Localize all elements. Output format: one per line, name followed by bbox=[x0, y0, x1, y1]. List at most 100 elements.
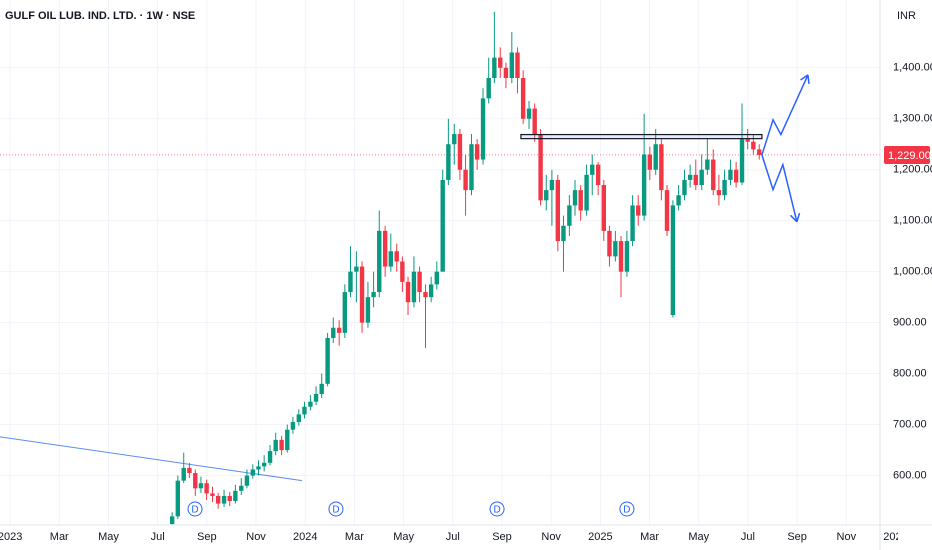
x-tick-label: Sep bbox=[492, 531, 512, 543]
x-tick-label: May bbox=[393, 531, 414, 543]
candle-body bbox=[279, 439, 284, 451]
candle-body bbox=[193, 473, 198, 489]
candle-body bbox=[584, 174, 589, 211]
candle-body bbox=[503, 67, 509, 78]
y-tick-label: 1,400.00 bbox=[893, 62, 932, 74]
candle-body bbox=[590, 164, 595, 175]
x-tick-label: Mar bbox=[345, 531, 364, 543]
x-tick-label: Jul bbox=[741, 531, 755, 543]
candle-body bbox=[613, 241, 618, 257]
dividend-label: D bbox=[332, 505, 339, 516]
candle-body bbox=[313, 394, 319, 402]
y-tick-label: 1,200.00 bbox=[893, 164, 932, 176]
candle-body bbox=[745, 139, 750, 142]
candle-body bbox=[261, 462, 267, 467]
y-tick-label: 900.00 bbox=[893, 317, 927, 329]
candle-body bbox=[498, 57, 503, 68]
x-tick-label: Sep bbox=[787, 531, 807, 543]
candle-body bbox=[549, 179, 555, 191]
candle-body bbox=[693, 174, 698, 186]
candle-body bbox=[544, 190, 549, 201]
candle-body bbox=[641, 154, 647, 216]
candle-body bbox=[434, 271, 440, 285]
candle-body bbox=[319, 383, 324, 395]
candle-body bbox=[624, 241, 630, 272]
candle-body bbox=[423, 292, 428, 298]
candle-body bbox=[555, 179, 561, 242]
x-tick-label: Mar bbox=[50, 531, 69, 543]
candle-body bbox=[400, 261, 405, 282]
candle-body bbox=[331, 327, 336, 338]
x-tick-label: 2024 bbox=[293, 531, 317, 543]
candle-body bbox=[175, 480, 181, 517]
candle-body bbox=[308, 401, 313, 407]
plot-area bbox=[0, 11, 880, 525]
x-tick-label: Mar bbox=[640, 531, 659, 543]
candle-body bbox=[538, 134, 543, 201]
candle-body bbox=[377, 230, 382, 293]
candle-body bbox=[480, 98, 486, 160]
candle-body bbox=[515, 52, 520, 78]
dividend-marker bbox=[619, 501, 635, 517]
last-price-tag bbox=[884, 145, 930, 164]
candle-body bbox=[532, 108, 537, 135]
currency: INR bbox=[897, 10, 916, 22]
candle-body bbox=[653, 144, 658, 170]
candle-body bbox=[647, 154, 652, 170]
candle-body bbox=[492, 57, 497, 78]
candle-body bbox=[739, 139, 745, 183]
zone bbox=[520, 133, 763, 140]
chart-title: GULF OIL LUB. IND. LTD. · 1W · NSE bbox=[5, 10, 195, 22]
candle-body bbox=[526, 108, 532, 119]
candle-body bbox=[664, 190, 670, 231]
candle-body bbox=[187, 467, 192, 474]
candle-body bbox=[711, 159, 716, 191]
candle-body bbox=[607, 230, 612, 257]
x-tick-label: 2026 bbox=[883, 531, 907, 543]
candle-body bbox=[359, 266, 365, 323]
y-tick-label: 800.00 bbox=[893, 368, 927, 380]
candle-body bbox=[722, 179, 727, 196]
candle-body bbox=[733, 169, 739, 183]
dividend-label: D bbox=[191, 505, 198, 516]
candle-body bbox=[757, 149, 762, 155]
candle-body bbox=[676, 195, 681, 206]
candle-body bbox=[250, 469, 256, 476]
candle-body bbox=[595, 164, 601, 186]
candle-body bbox=[561, 225, 566, 242]
dividend-label: D bbox=[493, 505, 500, 516]
candle-body bbox=[244, 475, 250, 486]
candle-body bbox=[296, 414, 302, 423]
x-tick-label: May bbox=[688, 531, 709, 543]
candle-body bbox=[699, 169, 704, 186]
candle-body bbox=[348, 271, 353, 293]
candle-body bbox=[687, 174, 693, 180]
candle-body bbox=[336, 327, 342, 333]
candle-body bbox=[474, 144, 480, 160]
candle-body bbox=[486, 77, 491, 99]
x-tick-label: Nov bbox=[837, 531, 857, 543]
candle-body bbox=[181, 467, 186, 481]
candle-body bbox=[388, 251, 394, 267]
last-price-label: 1,229.00 bbox=[888, 150, 931, 162]
arrow-head bbox=[800, 74, 810, 84]
y-tick-label: 600.00 bbox=[893, 469, 927, 481]
candle-body bbox=[682, 179, 687, 196]
candle-body bbox=[273, 439, 278, 452]
candle-body bbox=[405, 281, 411, 303]
candle-body bbox=[630, 205, 635, 242]
candle-body bbox=[290, 422, 296, 430]
dividend-label: D bbox=[623, 505, 630, 516]
x-tick-label: May bbox=[98, 531, 119, 543]
x-tick-label: 2023 bbox=[0, 531, 22, 543]
candle-body bbox=[227, 495, 232, 502]
projection-arrow bbox=[761, 74, 809, 156]
projection-arrow bbox=[761, 154, 798, 222]
candle-body bbox=[520, 77, 526, 119]
y-tick-label: 1,000.00 bbox=[893, 266, 932, 278]
candle-body bbox=[567, 205, 572, 226]
x-tick-label: Nov bbox=[541, 531, 561, 543]
candle-body bbox=[417, 271, 422, 293]
x-tick-label: Jul bbox=[446, 531, 460, 543]
